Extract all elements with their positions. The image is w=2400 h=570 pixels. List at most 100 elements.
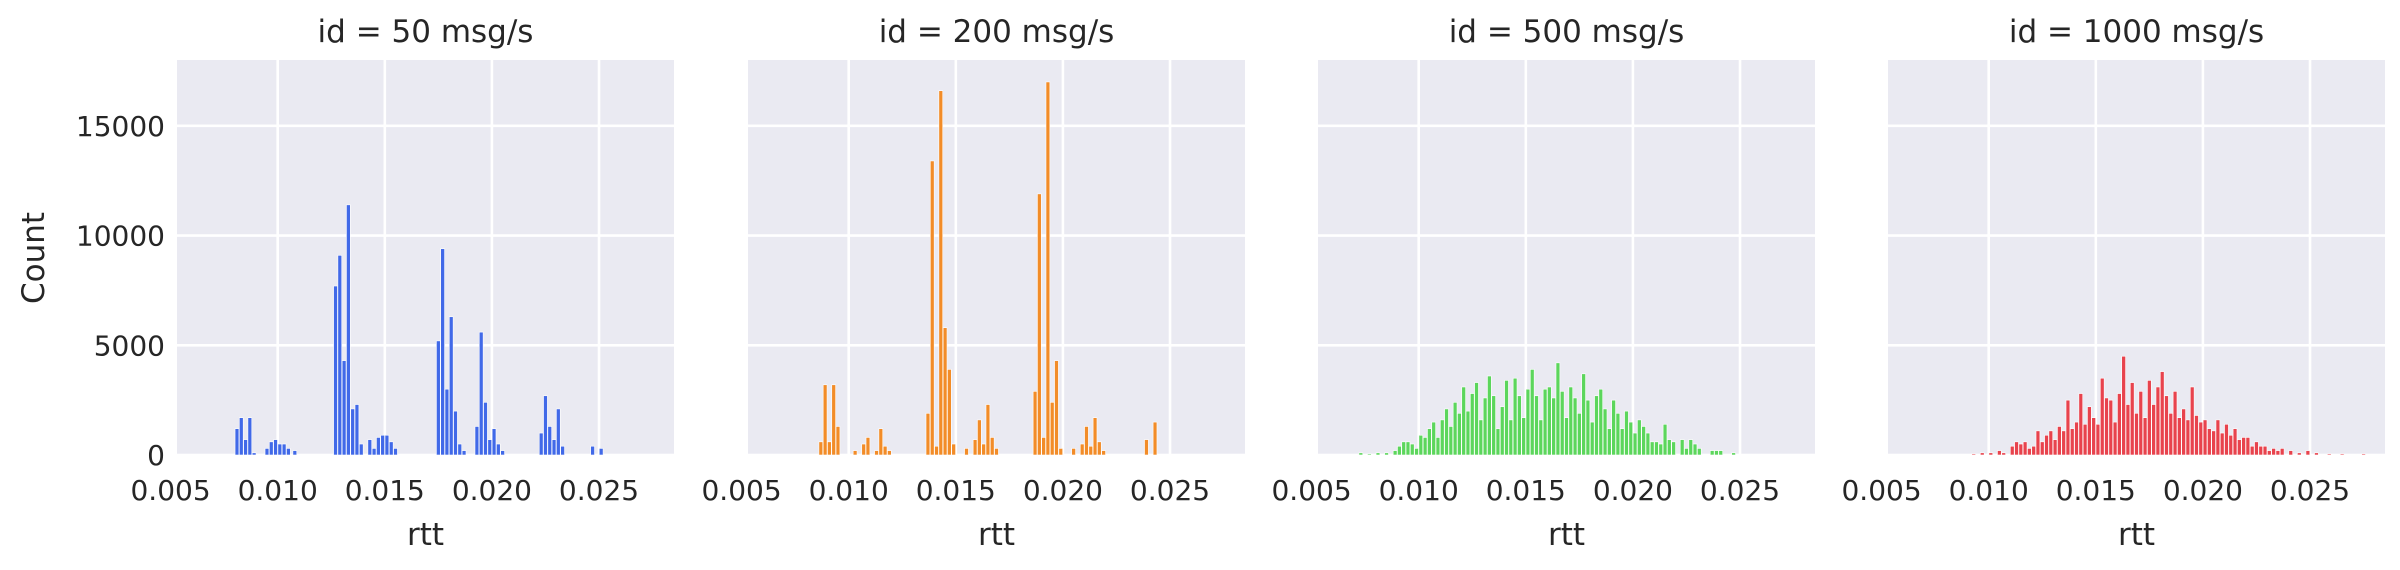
histogram-bar [2061, 430, 2066, 456]
histogram-bar [1602, 408, 1608, 456]
gridlines [177, 60, 674, 457]
histogram-bar [938, 90, 944, 456]
histogram-bar [2339, 453, 2345, 456]
histogram-bar [2001, 452, 2006, 456]
histogram-bar [2305, 450, 2311, 456]
histogram-bar [1547, 386, 1552, 456]
histogram-bar [560, 445, 565, 456]
histogram-bar [2022, 441, 2028, 456]
histogram-bar [1517, 395, 1522, 456]
histogram-bar [487, 439, 492, 456]
histogram-bar [2279, 448, 2285, 456]
histogram-bar [1718, 450, 1723, 456]
bars [234, 204, 604, 456]
histogram-bar [2189, 386, 2195, 456]
histogram-bar [861, 443, 866, 456]
histogram-bar [985, 404, 991, 456]
histogram-bar [1452, 402, 1458, 456]
histogram-bar [1491, 395, 1496, 456]
panel-title: id = 200 msg/s [879, 14, 1115, 50]
histogram-bar [269, 441, 274, 456]
histogram-bar [2185, 419, 2191, 456]
histogram-bar [1367, 453, 1372, 456]
histogram-bar [1071, 448, 1076, 456]
histogram-bar [371, 448, 377, 456]
histogram-bar [350, 408, 355, 456]
facet-panel-1: id = 50 msg/s 0.005 0.010 0.015 0.020 0.025 rt… [76, 14, 674, 553]
panel-title: id = 500 msg/s [1449, 14, 1685, 50]
y-tick-label: 15000 [76, 110, 165, 143]
histogram-bar [286, 448, 291, 456]
histogram-bar [367, 439, 373, 456]
histogram-bar [1045, 81, 1051, 456]
histogram-bar [2040, 441, 2045, 456]
x-tick-label: 0.020 [1593, 474, 1673, 507]
y-axis-label: Count [16, 212, 52, 304]
histogram-bar [1041, 437, 1046, 456]
histogram-bar [461, 450, 467, 456]
histogram-bar [2065, 399, 2071, 456]
histogram-bar [376, 437, 381, 456]
histogram-bar [1594, 395, 1599, 456]
histogram-bar [1397, 445, 1402, 456]
x-axis-label: rtt [407, 517, 444, 553]
histogram-bar [882, 445, 888, 456]
histogram-bar [2091, 417, 2096, 456]
x-axis-label: rtt [978, 517, 1015, 553]
histogram-bar [2168, 413, 2174, 456]
histogram-bar [852, 450, 858, 456]
histogram-bar [1152, 421, 1158, 456]
histogram-bar [822, 384, 828, 456]
y-tick-label: 10000 [76, 220, 165, 253]
histogram-bar [2117, 393, 2122, 456]
histogram-bar [865, 437, 871, 456]
histogram-bar [264, 448, 270, 456]
histogram-bar [1649, 441, 1655, 456]
histogram-bar [887, 450, 892, 456]
histogram-bar [818, 441, 824, 456]
histogram-bar [453, 410, 458, 456]
histogram-bar [831, 384, 836, 456]
histogram-bar [483, 402, 488, 456]
histogram-bar [1684, 448, 1689, 456]
histogram-bar [2297, 452, 2302, 456]
histogram-bar [538, 432, 544, 456]
histogram-bar [1054, 360, 1059, 456]
histogram-bar [1662, 423, 1668, 456]
bars [1971, 355, 2366, 456]
y-tick-label: 0 [147, 439, 165, 472]
histogram-bar [1667, 439, 1672, 456]
histogram-bar [2262, 445, 2268, 456]
histogram-bar [2245, 437, 2251, 456]
histogram-bar [243, 439, 248, 456]
histogram-bar [1478, 419, 1484, 456]
histogram-bar [2228, 434, 2233, 456]
histogram-bar [1384, 452, 1389, 456]
histogram-bar [981, 443, 986, 456]
histogram-bar [2138, 391, 2144, 456]
histogram-bar [1645, 432, 1651, 456]
x-tick-label: 0.025 [559, 474, 639, 507]
histogram-bar [2172, 391, 2178, 456]
histogram-bar [1032, 391, 1038, 456]
histogram-bar [1589, 421, 1595, 456]
histogram-bar [496, 443, 501, 456]
histogram-bar [380, 434, 385, 456]
histogram-bar [444, 388, 450, 456]
histogram-bar [942, 327, 948, 456]
x-axis-label: rtt [1548, 517, 1585, 553]
histogram-bar [1457, 413, 1462, 456]
x-tick-label: 0.015 [2056, 474, 2136, 507]
histogram-bar [474, 426, 480, 456]
histogram-bar [947, 369, 952, 456]
bars [818, 81, 1158, 456]
histogram-bar [925, 413, 931, 456]
histogram-bar [1414, 448, 1419, 456]
histogram-bar [1615, 413, 1621, 456]
x-tick-label: 0.025 [1700, 474, 1780, 507]
histogram-bar [2082, 423, 2088, 456]
histogram-bar [292, 450, 298, 456]
histogram-bar [1495, 428, 1501, 456]
histogram-bar [1474, 382, 1479, 456]
histogram-bar [1628, 421, 1633, 456]
